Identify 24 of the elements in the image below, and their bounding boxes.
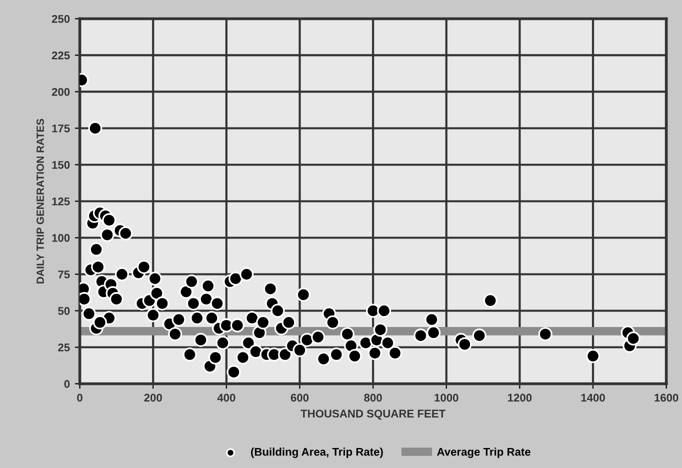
y-tick-label: 225 [52,51,70,60]
y-tick-label: 0 [64,380,70,388]
y-tick-label: 25 [58,344,70,352]
y-tick-label: 175 [52,124,70,132]
x-tick-label: 400 [217,394,236,402]
x-tick-label: 800 [364,394,382,402]
x-tick-label: 1000 [434,394,458,402]
x-tick-label: 1200 [508,394,532,402]
y-tick-label: 75 [58,270,70,278]
y-tick-label: 200 [52,88,70,96]
legend-label: Average Trip Rate [437,448,530,458]
x-axis-title: THOUSAND SQUARE FEET [300,410,446,420]
x-tick-label: 200 [144,394,162,402]
x-tick-label: 1400 [581,394,605,402]
y-tick-label: 100 [52,234,70,242]
y-tick-label: 50 [58,307,70,315]
x-tick-label: 600 [290,394,309,402]
x-tick-label: 1600 [654,394,678,402]
y-tick-label: 250 [52,14,70,23]
legend-label: (Building Area, Trip Rate) [251,448,383,458]
y-tick-label: 150 [52,161,70,169]
y-tick-label: 125 [52,198,70,206]
y-axis-title: DAILY TRIP GENERATION RATES [36,118,44,284]
x-tick-label: 0 [77,394,82,402]
